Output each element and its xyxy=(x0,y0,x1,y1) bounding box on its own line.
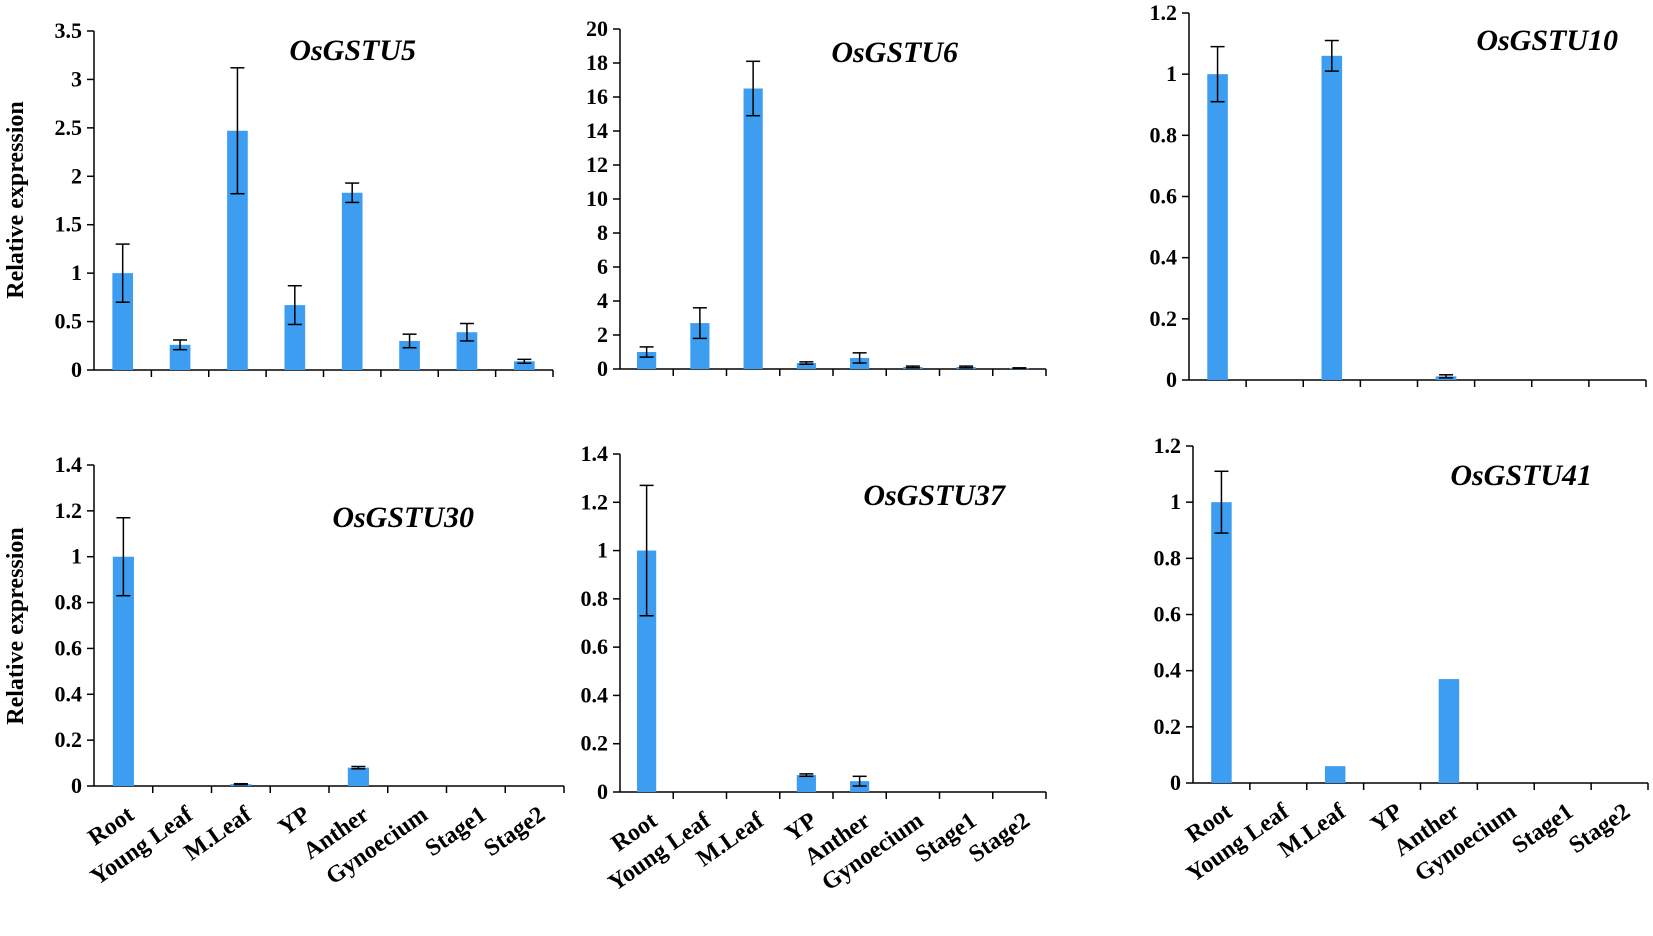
y-tick-label: 0.6 xyxy=(1150,184,1178,209)
y-tick-label: 0.8 xyxy=(581,586,609,611)
category-label: Stage2 xyxy=(964,808,1035,868)
y-tick-label: 20 xyxy=(586,16,608,41)
category-label: Stage1 xyxy=(911,808,982,868)
y-tick-label: 1 xyxy=(1166,61,1177,86)
y-tick-label: 1.2 xyxy=(1150,0,1178,25)
bar-M.Leaf xyxy=(227,130,248,370)
y-tick-label: 1.2 xyxy=(1154,433,1182,458)
y-tick-label: 0.4 xyxy=(581,682,609,707)
chart-title: OsGSTU5 xyxy=(289,34,416,67)
bar-YP xyxy=(796,775,816,792)
y-tick-label: 16 xyxy=(586,84,608,109)
y-tick-label: 1 xyxy=(597,538,608,563)
bar-Root xyxy=(112,273,134,370)
y-tick-label: 0 xyxy=(1166,367,1177,392)
y-tick-label: 0.4 xyxy=(1154,658,1182,683)
y-tick-label: 1 xyxy=(71,544,82,569)
y-axis-label: Relative expression xyxy=(3,527,29,725)
category-label: M.Leaf xyxy=(180,801,257,866)
y-tick-label: 0 xyxy=(597,779,608,804)
chart-title: OsGSTU41 xyxy=(1450,459,1592,492)
bar-Root xyxy=(637,352,657,369)
y-tick-label: 12 xyxy=(586,152,608,177)
y-tick-label: 1.5 xyxy=(55,212,83,237)
y-axis-label: Relative expression xyxy=(3,101,29,299)
y-tick-label: 3.5 xyxy=(55,18,83,43)
y-tick-label: 8 xyxy=(597,220,608,245)
chart-title: OsGSTU30 xyxy=(332,501,474,534)
bar-M.Leaf xyxy=(1321,55,1343,381)
y-tick-label: 0.8 xyxy=(1154,545,1182,570)
y-tick-label: 0.8 xyxy=(1150,122,1178,147)
bar-Anther xyxy=(1438,679,1460,783)
y-tick-label: 1.4 xyxy=(55,452,83,477)
y-tick-label: 0 xyxy=(71,357,82,382)
y-tick-label: 2 xyxy=(71,163,82,188)
chart-title: OsGSTU10 xyxy=(1476,24,1618,57)
bar-Young Leaf xyxy=(690,323,710,369)
bar-Anther xyxy=(347,767,369,786)
category-label: M.Leaf xyxy=(1274,798,1351,863)
y-tick-label: 0.4 xyxy=(1150,245,1178,270)
y-tick-label: 0.2 xyxy=(1150,306,1178,331)
bar-Anther xyxy=(341,192,363,370)
bar-Root xyxy=(637,550,657,792)
chart-panel-OsGSTU5: 0 0.5 1 1.5 2 2.5 3 3.5 OsGSTU5 Relative expressi… xyxy=(3,18,554,382)
chart-title: OsGSTU37 xyxy=(863,479,1006,512)
y-tick-label: 0.2 xyxy=(1154,714,1182,739)
y-tick-label: 4 xyxy=(597,288,608,313)
bar-M.Leaf xyxy=(1324,766,1346,783)
bar-YP xyxy=(284,305,306,370)
y-tick-label: 6 xyxy=(597,254,608,279)
y-tick-label: 10 xyxy=(586,186,608,211)
category-label: Stage1 xyxy=(1508,799,1579,859)
y-tick-label: 2.5 xyxy=(55,115,83,140)
y-tick-label: 1.4 xyxy=(581,441,609,466)
bar-Young Leaf xyxy=(169,344,191,370)
y-tick-label: 1 xyxy=(71,260,82,285)
y-tick-label: 18 xyxy=(586,50,608,75)
y-tick-label: 3 xyxy=(71,66,82,91)
chart-panel-OsGSTU10: 0 0.2 0.4 0.6 0.8 1 1.2 OsGSTU10 xyxy=(1150,0,1647,392)
bar-M.Leaf xyxy=(743,88,763,369)
y-tick-label: 1.2 xyxy=(55,498,83,523)
y-tick-label: 0.2 xyxy=(55,727,83,752)
bar-Root xyxy=(1211,502,1232,783)
y-tick-label: 0.4 xyxy=(55,681,83,706)
y-tick-label: 2 xyxy=(597,322,608,347)
y-tick-label: 1 xyxy=(1170,489,1181,514)
bar-YP xyxy=(796,363,816,369)
y-tick-label: 0 xyxy=(71,773,82,798)
y-tick-label: 0.8 xyxy=(55,590,83,615)
category-label: Stage2 xyxy=(479,802,550,862)
bar-Root xyxy=(1207,74,1228,381)
category-label: Stage2 xyxy=(1564,799,1635,859)
chart-panel-OsGSTU6: 0 2 4 6 8 10 12 14 16 18 20 OsGSTU6 xyxy=(586,16,1047,381)
y-tick-label: 0.5 xyxy=(55,309,83,334)
y-tick-label: 0.2 xyxy=(581,731,609,756)
y-tick-label: 0 xyxy=(597,356,608,381)
category-label: Stage1 xyxy=(421,802,492,862)
category-label: YP xyxy=(274,802,315,842)
y-tick-label: 0.6 xyxy=(55,635,83,660)
y-tick-label: 14 xyxy=(586,118,608,143)
chart-title: OsGSTU6 xyxy=(831,36,958,69)
bar-Root xyxy=(112,556,134,786)
y-tick-label: 0.6 xyxy=(581,634,609,659)
y-tick-label: 1.2 xyxy=(581,489,609,514)
y-tick-label: 0.6 xyxy=(1154,602,1182,627)
y-tick-label: 0 xyxy=(1170,770,1181,795)
bar-Stage2 xyxy=(513,361,535,370)
